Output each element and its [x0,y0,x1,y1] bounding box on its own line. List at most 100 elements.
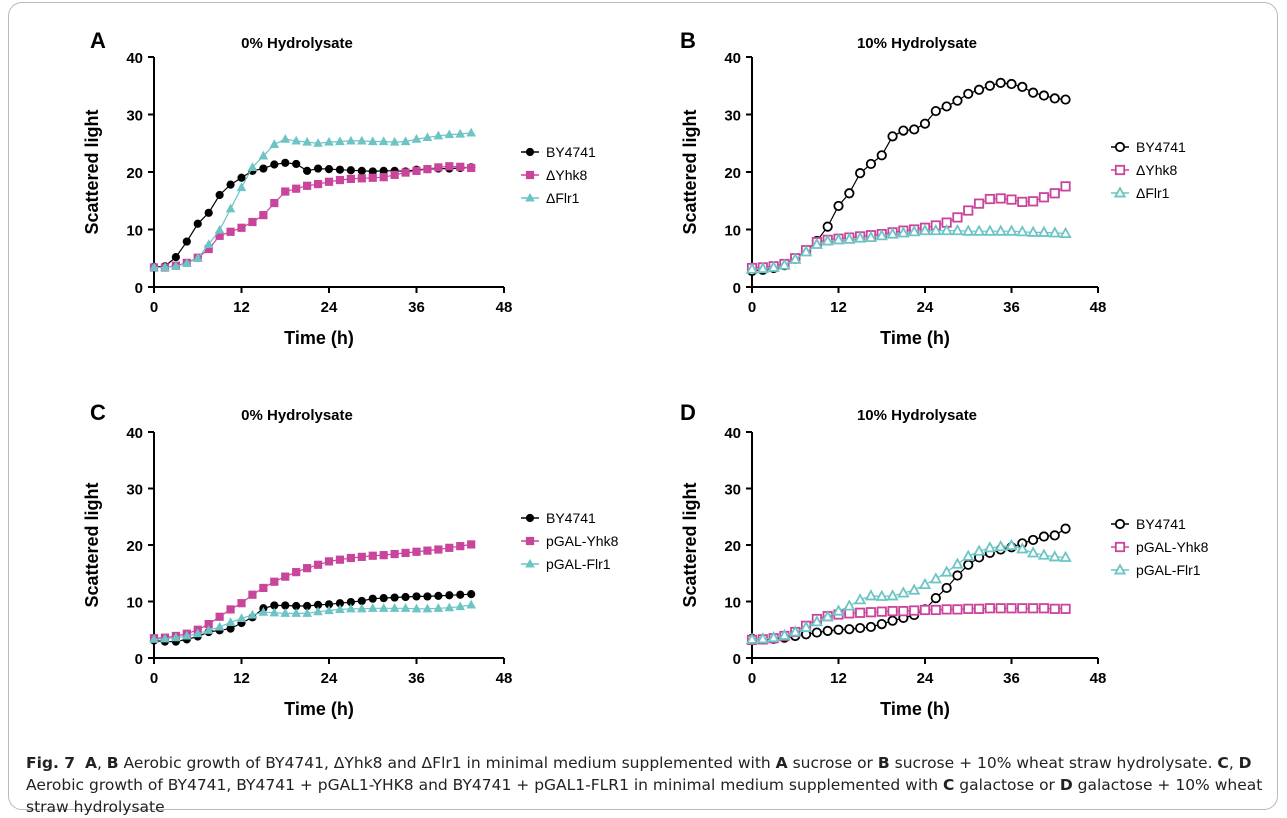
data-point [467,590,476,599]
data-point [1016,542,1029,554]
data-point [929,223,942,236]
data-point [270,160,279,169]
data-point [367,136,378,146]
series-2 [745,538,1072,644]
data-point [346,135,356,145]
data-point [335,175,345,185]
data-point [357,552,366,561]
data-point [324,605,334,615]
series-line [153,593,472,643]
data-point [270,198,279,208]
chart-panel-b: B 10% Hydrolysate 0 12 24 36 48 0 10 20 30 40 Time (… [680,28,1186,348]
caption-run: galactose + 10% wheat straw hydrolysate [26,776,1263,816]
x-tick-label: 24 [321,299,338,316]
legend-label: pGAL-Yhk8 [546,533,619,549]
data-point [357,596,366,606]
data-point [389,136,400,146]
data-point [941,101,952,112]
y-tick-label: 10 [724,223,741,240]
y-tick-label: 0 [733,280,741,297]
data-point [302,136,312,146]
data-point [149,262,159,272]
data-point [908,225,921,237]
y-axis-label: Scattered light [680,109,700,234]
y-tick-label: 40 [126,425,143,442]
data-point [226,180,235,189]
data-point [963,205,974,216]
data-point [756,261,769,274]
data-point [1017,603,1028,614]
data-point [1028,534,1039,546]
data-point [843,599,856,611]
data-point [258,607,269,616]
x-tick-label: 0 [748,670,756,687]
data-point [930,593,941,604]
series-0 [746,523,1071,645]
data-point [1114,164,1126,176]
data-point [1113,186,1127,198]
data-point [897,586,910,598]
figure-plots: A 0% Hydrolysate 0 12 24 36 48 0 10 20 30 40 Time (h… [82,28,1209,719]
data-point [973,603,985,614]
data-point [1114,141,1126,153]
data-point [390,170,399,179]
data-point [455,128,466,138]
data-point [1006,78,1017,90]
data-point [467,163,476,173]
data-point [865,158,877,170]
data-point [833,624,844,635]
data-point [984,193,995,205]
data-point [401,168,410,177]
data-point [390,593,399,602]
legend-label: pGAL-Flr1 [1136,562,1201,578]
data-point [466,599,476,609]
data-point [843,232,856,244]
data-point [995,193,1006,204]
data-point [237,173,246,182]
data-point [182,258,192,267]
data-point [444,602,455,612]
data-point [930,105,941,117]
data-point [919,604,931,616]
x-tick-label: 0 [150,670,158,687]
caption-run: Aerobic growth of BY4741, BY4741 + pGAL1… [26,776,943,794]
data-point [248,217,257,227]
y-tick-label: 0 [733,651,741,668]
data-point [789,625,802,637]
data-point [204,208,213,217]
series-line [751,82,1066,272]
figure-caption: Fig. 7 A, B Aerobic growth of BY4741, ΔY… [26,752,1266,818]
caption-run: B [877,754,890,772]
data-point [455,601,466,611]
panel-letter: D [680,400,696,425]
y-tick-label: 10 [724,595,741,612]
data-point [811,627,822,638]
data-point [745,262,759,274]
data-point [368,551,377,560]
data-point [1028,196,1039,207]
data-point [378,136,389,146]
y-tick-label: 0 [135,651,143,668]
data-point [963,559,974,570]
data-point [952,212,963,223]
data-point [941,604,952,615]
data-point [919,118,931,129]
data-point [940,565,953,577]
data-point [237,599,246,608]
data-point [1028,603,1039,614]
x-tick-label: 24 [321,670,338,687]
data-point [182,237,191,246]
data-point [778,258,791,270]
figure-frame [8,2,1278,810]
data-point [822,625,833,636]
data-point [918,223,932,236]
data-point [357,603,367,613]
data-point [324,557,334,566]
x-tick-label: 48 [1090,670,1107,687]
data-point [1114,518,1126,530]
data-point [226,624,235,633]
data-point [400,603,411,612]
data-point [855,622,866,634]
data-point [247,162,258,171]
x-tick-label: 48 [1090,299,1107,316]
